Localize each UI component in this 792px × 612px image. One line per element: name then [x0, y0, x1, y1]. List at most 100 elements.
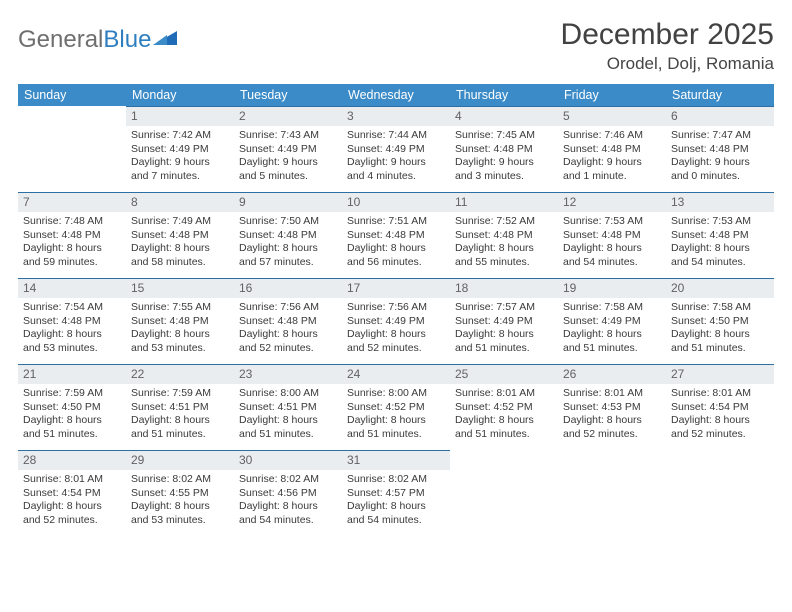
day-line: and 1 minute.	[563, 170, 661, 183]
calendar-cell: 7Sunrise: 7:48 AMSunset: 4:48 PMDaylight…	[18, 192, 126, 278]
calendar-cell: 13Sunrise: 7:53 AMSunset: 4:48 PMDayligh…	[666, 192, 774, 278]
day-line: and 4 minutes.	[347, 170, 445, 183]
day-line: Sunset: 4:48 PM	[239, 315, 337, 328]
day-line: Daylight: 8 hours	[347, 242, 445, 255]
day-line: Sunrise: 7:58 AM	[563, 301, 661, 314]
day-line: and 0 minutes.	[671, 170, 769, 183]
day-number: 26	[558, 364, 666, 384]
day-line: Daylight: 8 hours	[671, 328, 769, 341]
weekday-header: Tuesday	[234, 84, 342, 106]
day-line: Sunset: 4:49 PM	[131, 143, 229, 156]
day-body: Sunrise: 7:45 AMSunset: 4:48 PMDaylight:…	[450, 126, 558, 187]
day-line: Sunset: 4:54 PM	[23, 487, 121, 500]
day-line: Sunset: 4:56 PM	[239, 487, 337, 500]
day-line: Daylight: 9 hours	[131, 156, 229, 169]
day-line: Sunset: 4:48 PM	[563, 143, 661, 156]
day-line: and 52 minutes.	[563, 428, 661, 441]
day-line: Sunset: 4:48 PM	[347, 229, 445, 242]
day-body	[666, 470, 774, 477]
day-body: Sunrise: 8:00 AMSunset: 4:52 PMDaylight:…	[342, 384, 450, 445]
day-line: Daylight: 8 hours	[23, 242, 121, 255]
day-line: Sunrise: 7:56 AM	[239, 301, 337, 314]
logo: GeneralBlue	[18, 18, 179, 54]
day-body	[18, 126, 126, 133]
day-body: Sunrise: 7:43 AMSunset: 4:49 PMDaylight:…	[234, 126, 342, 187]
header: GeneralBlue December 2025 Orodel, Dolj, …	[18, 18, 774, 74]
day-line: and 52 minutes.	[671, 428, 769, 441]
day-line: Sunrise: 8:00 AM	[347, 387, 445, 400]
day-line: Daylight: 8 hours	[347, 328, 445, 341]
calendar-week: 21Sunrise: 7:59 AMSunset: 4:50 PMDayligh…	[18, 364, 774, 450]
day-number: 23	[234, 364, 342, 384]
day-line: and 5 minutes.	[239, 170, 337, 183]
day-line: Daylight: 8 hours	[671, 242, 769, 255]
day-number: 2	[234, 106, 342, 126]
day-number: 6	[666, 106, 774, 126]
day-line: Sunrise: 7:47 AM	[671, 129, 769, 142]
calendar-cell: 22Sunrise: 7:59 AMSunset: 4:51 PMDayligh…	[126, 364, 234, 450]
day-body: Sunrise: 8:01 AMSunset: 4:54 PMDaylight:…	[18, 470, 126, 531]
day-line: Sunset: 4:48 PM	[671, 229, 769, 242]
day-body	[558, 470, 666, 477]
day-line: and 51 minutes.	[563, 342, 661, 355]
calendar-cell: 15Sunrise: 7:55 AMSunset: 4:48 PMDayligh…	[126, 278, 234, 364]
day-line: Sunrise: 7:58 AM	[671, 301, 769, 314]
day-body: Sunrise: 7:51 AMSunset: 4:48 PMDaylight:…	[342, 212, 450, 273]
day-body: Sunrise: 7:42 AMSunset: 4:49 PMDaylight:…	[126, 126, 234, 187]
calendar-cell: 5Sunrise: 7:46 AMSunset: 4:48 PMDaylight…	[558, 106, 666, 192]
day-line: Sunset: 4:48 PM	[131, 229, 229, 242]
calendar-cell: 30Sunrise: 8:02 AMSunset: 4:56 PMDayligh…	[234, 450, 342, 536]
day-line: Daylight: 8 hours	[455, 328, 553, 341]
day-line: Sunrise: 8:02 AM	[239, 473, 337, 486]
calendar-cell: 8Sunrise: 7:49 AMSunset: 4:48 PMDaylight…	[126, 192, 234, 278]
day-body: Sunrise: 7:53 AMSunset: 4:48 PMDaylight:…	[666, 212, 774, 273]
day-number: 5	[558, 106, 666, 126]
day-line: Daylight: 8 hours	[239, 328, 337, 341]
calendar-cell: 3Sunrise: 7:44 AMSunset: 4:49 PMDaylight…	[342, 106, 450, 192]
day-line: Sunrise: 7:57 AM	[455, 301, 553, 314]
day-number: 19	[558, 278, 666, 298]
day-line: Sunrise: 8:01 AM	[455, 387, 553, 400]
day-number: 17	[342, 278, 450, 298]
day-line: Daylight: 8 hours	[131, 328, 229, 341]
title-block: December 2025 Orodel, Dolj, Romania	[561, 18, 774, 74]
day-line: Sunrise: 7:56 AM	[347, 301, 445, 314]
day-line: Sunrise: 7:55 AM	[131, 301, 229, 314]
day-line: Sunrise: 7:43 AM	[239, 129, 337, 142]
day-line: Daylight: 8 hours	[455, 414, 553, 427]
day-line: Sunset: 4:54 PM	[671, 401, 769, 414]
day-line: and 57 minutes.	[239, 256, 337, 269]
day-line: Sunset: 4:50 PM	[671, 315, 769, 328]
day-line: Sunrise: 7:49 AM	[131, 215, 229, 228]
day-body: Sunrise: 7:44 AMSunset: 4:49 PMDaylight:…	[342, 126, 450, 187]
calendar-cell: 28Sunrise: 8:01 AMSunset: 4:54 PMDayligh…	[18, 450, 126, 536]
day-body: Sunrise: 8:01 AMSunset: 4:54 PMDaylight:…	[666, 384, 774, 445]
day-line: Sunset: 4:57 PM	[347, 487, 445, 500]
day-line: Sunrise: 7:59 AM	[131, 387, 229, 400]
day-line: Sunset: 4:48 PM	[671, 143, 769, 156]
day-line: and 53 minutes.	[23, 342, 121, 355]
day-number: 21	[18, 364, 126, 384]
day-line: Sunrise: 7:59 AM	[23, 387, 121, 400]
day-line: and 54 minutes.	[671, 256, 769, 269]
day-line: Daylight: 8 hours	[671, 414, 769, 427]
day-line: Sunset: 4:48 PM	[563, 229, 661, 242]
day-line: Daylight: 9 hours	[347, 156, 445, 169]
calendar-cell: 20Sunrise: 7:58 AMSunset: 4:50 PMDayligh…	[666, 278, 774, 364]
calendar-cell: 12Sunrise: 7:53 AMSunset: 4:48 PMDayligh…	[558, 192, 666, 278]
logo-text-blue: Blue	[103, 26, 151, 54]
day-number: 28	[18, 450, 126, 470]
day-line: Daylight: 8 hours	[23, 500, 121, 513]
day-body: Sunrise: 8:02 AMSunset: 4:57 PMDaylight:…	[342, 470, 450, 531]
calendar-cell: 31Sunrise: 8:02 AMSunset: 4:57 PMDayligh…	[342, 450, 450, 536]
day-body: Sunrise: 8:00 AMSunset: 4:51 PMDaylight:…	[234, 384, 342, 445]
day-line: Sunrise: 7:51 AM	[347, 215, 445, 228]
day-line: Sunrise: 7:53 AM	[563, 215, 661, 228]
day-line: Sunset: 4:48 PM	[239, 229, 337, 242]
day-number: 24	[342, 364, 450, 384]
day-line: Daylight: 9 hours	[671, 156, 769, 169]
day-number: 22	[126, 364, 234, 384]
calendar-cell	[666, 450, 774, 536]
day-body: Sunrise: 7:58 AMSunset: 4:50 PMDaylight:…	[666, 298, 774, 359]
day-body: Sunrise: 7:46 AMSunset: 4:48 PMDaylight:…	[558, 126, 666, 187]
